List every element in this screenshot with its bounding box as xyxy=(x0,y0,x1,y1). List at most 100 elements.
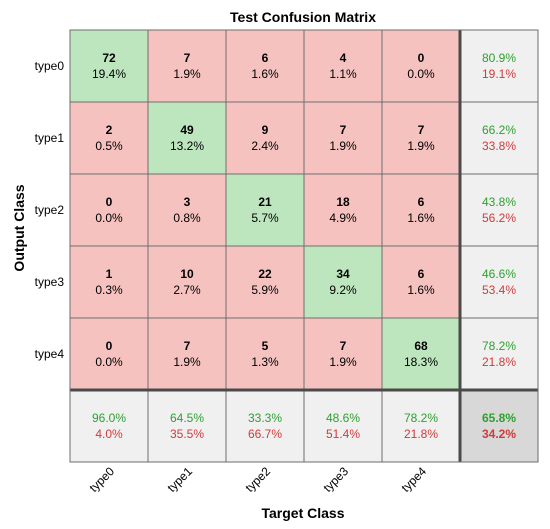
row-summary-correct: 43.8% xyxy=(482,195,516,209)
matrix-cell xyxy=(381,173,461,247)
y-tick-label: type2 xyxy=(35,203,65,217)
matrix-cell xyxy=(381,29,461,103)
matrix-cell xyxy=(69,29,149,103)
cell-count-label: 6 xyxy=(262,51,269,65)
matrix-cell xyxy=(147,317,227,391)
cell-count-label: 6 xyxy=(418,195,425,209)
x-tick-label: type0 xyxy=(86,464,117,495)
row-summary-incorrect: 56.2% xyxy=(482,211,516,225)
cell-percent-label: 0.5% xyxy=(95,139,123,153)
row-summary-correct: 78.2% xyxy=(482,339,516,353)
cell-count-label: 6 xyxy=(418,267,425,281)
matrix-cell xyxy=(381,317,461,391)
x-tick-label: type1 xyxy=(164,464,195,495)
matrix-cell xyxy=(69,317,149,391)
cell-count-label: 7 xyxy=(340,339,347,353)
cell-count-label: 7 xyxy=(418,123,425,137)
matrix-cell xyxy=(225,245,305,319)
cell-count-label: 7 xyxy=(340,123,347,137)
row-summary-incorrect: 33.8% xyxy=(482,139,516,153)
matrix-cell xyxy=(303,317,383,391)
cell-percent-label: 19.4% xyxy=(92,67,126,81)
column-summary-correct: 96.0% xyxy=(92,411,126,425)
cell-percent-label: 2.4% xyxy=(251,139,279,153)
column-summary-incorrect: 51.4% xyxy=(326,427,360,441)
column-summary-cell xyxy=(303,389,383,463)
cell-percent-label: 0.0% xyxy=(407,67,435,81)
column-summary-correct: 48.6% xyxy=(326,411,360,425)
matrix-cells xyxy=(69,29,539,463)
matrix-cell xyxy=(69,245,149,319)
cell-percent-label: 1.6% xyxy=(407,211,435,225)
column-summary-cell xyxy=(147,389,227,463)
y-tick-label: type0 xyxy=(35,59,65,73)
matrix-cell xyxy=(303,101,383,175)
cell-count-label: 7 xyxy=(184,51,191,65)
cell-percent-label: 1.1% xyxy=(329,67,357,81)
column-summary-incorrect: 66.7% xyxy=(248,427,282,441)
y-tick-label: type4 xyxy=(35,347,65,361)
cell-percent-label: 0.3% xyxy=(95,283,123,297)
cell-count-label: 1 xyxy=(106,267,113,281)
matrix-cell xyxy=(225,101,305,175)
matrix-cell xyxy=(147,245,227,319)
matrix-cell xyxy=(303,29,383,103)
y-axis-label: Output Class xyxy=(11,184,27,271)
row-summary-cell xyxy=(459,173,539,247)
cell-count-label: 10 xyxy=(180,267,194,281)
matrix-cell xyxy=(147,29,227,103)
cell-percent-label: 4.9% xyxy=(329,211,357,225)
cell-percent-label: 1.6% xyxy=(407,283,435,297)
cell-percent-label: 1.3% xyxy=(251,355,279,369)
cell-count-label: 0 xyxy=(106,339,113,353)
matrix-cell xyxy=(381,101,461,175)
x-tick-label: type4 xyxy=(398,464,429,495)
cell-percent-label: 5.7% xyxy=(251,211,279,225)
x-axis-label: Target Class xyxy=(262,505,345,521)
cell-percent-label: 1.9% xyxy=(329,355,357,369)
cell-percent-label: 18.3% xyxy=(404,355,438,369)
row-summary-cell xyxy=(459,245,539,319)
column-summary-correct: 33.3% xyxy=(248,411,282,425)
matrix-cell xyxy=(225,173,305,247)
cell-count-label: 18 xyxy=(336,195,350,209)
cell-percent-label: 13.2% xyxy=(170,139,204,153)
chart-title: Test Confusion Matrix xyxy=(230,9,376,25)
cell-count-label: 0 xyxy=(106,195,113,209)
row-summary-correct: 46.6% xyxy=(482,267,516,281)
matrix-cell xyxy=(303,245,383,319)
column-summary-cell xyxy=(381,389,461,463)
cell-percent-label: 0.0% xyxy=(95,355,123,369)
cell-percent-label: 0.0% xyxy=(95,211,123,225)
column-summary-correct: 78.2% xyxy=(404,411,438,425)
cell-count-label: 0 xyxy=(418,51,425,65)
cell-percent-label: 2.7% xyxy=(173,283,201,297)
row-summary-incorrect: 19.1% xyxy=(482,67,516,81)
column-summary-incorrect: 21.8% xyxy=(404,427,438,441)
x-tick-label: type3 xyxy=(320,464,351,495)
row-summary-incorrect: 53.4% xyxy=(482,283,516,297)
cell-count-label: 34 xyxy=(336,267,350,281)
y-tick-label: type1 xyxy=(35,131,65,145)
matrix-labels: 72 19.4% 7 1.9% 6 1.6% 4 1.1% 0 0.0% 2 0.5% 49 13.2% 9… xyxy=(92,51,516,441)
matrix-cell xyxy=(69,173,149,247)
matrix-cell xyxy=(69,101,149,175)
cell-percent-label: 1.9% xyxy=(173,67,201,81)
cell-percent-label: 5.9% xyxy=(251,283,279,297)
matrix-cell xyxy=(225,317,305,391)
matrix-cell xyxy=(225,29,305,103)
column-summary-cell xyxy=(69,389,149,463)
cell-count-label: 5 xyxy=(262,339,269,353)
matrix-cell xyxy=(147,101,227,175)
row-summary-correct: 66.2% xyxy=(482,123,516,137)
cell-count-label: 68 xyxy=(414,339,428,353)
column-summary-incorrect: 35.5% xyxy=(170,427,204,441)
cell-percent-label: 1.9% xyxy=(329,139,357,153)
cell-percent-label: 1.9% xyxy=(407,139,435,153)
overall-correct: 65.8% xyxy=(482,411,516,425)
row-summary-cell xyxy=(459,317,539,391)
column-summary-cell xyxy=(225,389,305,463)
cell-count-label: 3 xyxy=(184,195,191,209)
cell-percent-label: 0.8% xyxy=(173,211,201,225)
